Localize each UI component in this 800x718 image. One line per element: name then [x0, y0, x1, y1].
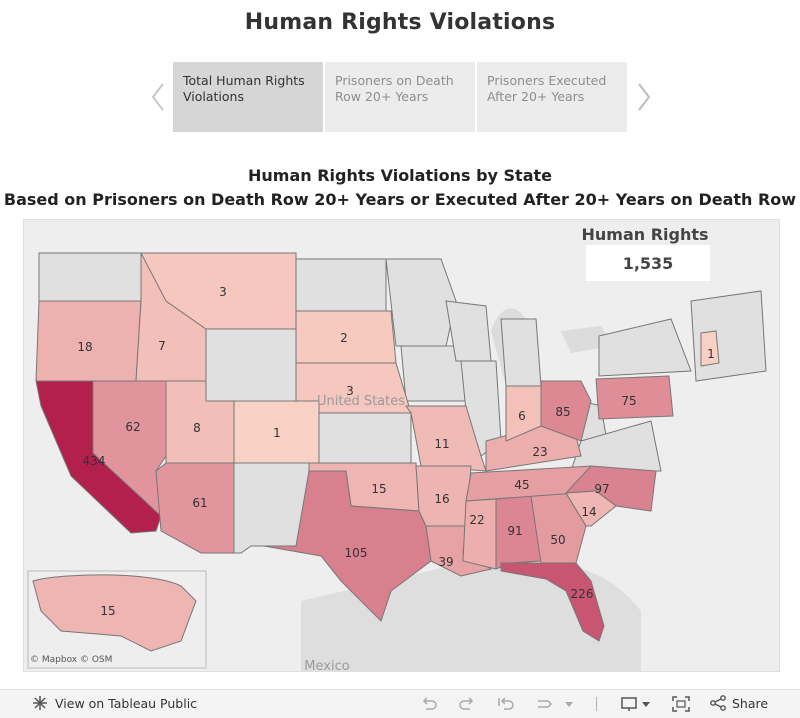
tableau-logo-icon — [33, 696, 47, 710]
inset-map-frame — [27, 570, 207, 669]
footer-toolbar: View on Tableau Public Share — [0, 689, 800, 718]
value-label-florida: 226 — [571, 587, 594, 601]
country-label-us-1: United States — [317, 394, 405, 409]
toolbar-separator — [596, 697, 597, 711]
state-pennsylvania[interactable] — [595, 375, 674, 420]
state-south-carolina[interactable] — [565, 490, 617, 527]
redo-icon[interactable] — [458, 696, 476, 712]
value-label-nebraska: 3 — [346, 384, 354, 398]
value-label-alaska-hawaii-other: 15 — [100, 604, 115, 618]
value-label-georgia: 50 — [550, 533, 565, 547]
fullscreen-icon[interactable] — [672, 696, 690, 712]
story-point-death-row[interactable]: Prisoners on Death Row 20+ Years — [325, 62, 475, 132]
value-label-texas: 105 — [345, 546, 368, 560]
state-new-york[interactable] — [598, 318, 692, 377]
value-label-tennessee: 45 — [514, 478, 529, 492]
state-inset-us[interactable] — [32, 574, 197, 652]
state-virginia[interactable] — [570, 420, 662, 472]
state-mississippi[interactable] — [462, 498, 497, 570]
map-attribution[interactable]: © Mapbox © OSM — [30, 655, 113, 665]
view-on-tableau-label: View on Tableau Public — [55, 695, 198, 711]
value-label-south-carolina: 14 — [581, 505, 596, 519]
value-label-arkansas: 16 — [434, 492, 449, 506]
value-label-nevada: 62 — [125, 420, 140, 434]
page-title: Human Rights Violations — [244, 10, 556, 35]
value-label-indiana: 6 — [518, 409, 526, 423]
value-label-utah: 8 — [193, 421, 201, 435]
state-michigan[interactable] — [500, 318, 542, 387]
value-label-idaho: 7 — [158, 339, 166, 353]
story-point-executed[interactable]: Prisoners Executed After 20+ Years — [477, 62, 627, 132]
view-on-tableau-link[interactable]: View on Tableau Public — [32, 695, 197, 711]
chart-title-line2: Based on Prisoners on Death Row 20+ Year… — [3, 190, 797, 209]
value-label-arizona: 61 — [192, 496, 207, 510]
story-point-total[interactable]: Total Human Rights Violations — [173, 62, 323, 132]
value-label-ohio: 85 — [555, 405, 570, 419]
undo-icon[interactable] — [420, 696, 438, 712]
state-nebraska[interactable] — [295, 362, 412, 414]
country-label-mexico: Mexico — [304, 659, 349, 671]
map-svg: United States Mexico 4342261059791857562… — [24, 220, 779, 671]
chart-title-line1: Human Rights Violations by State — [248, 166, 552, 185]
state-kansas[interactable] — [318, 412, 412, 464]
state-north-dakota[interactable] — [295, 258, 387, 312]
share-button[interactable]: Share — [710, 695, 768, 711]
next-arrow-icon[interactable] — [633, 62, 655, 132]
download-icon[interactable] — [620, 696, 652, 712]
state-montana[interactable] — [140, 252, 297, 330]
value-label-california: 434 — [83, 454, 106, 468]
refresh-pause-icon[interactable] — [535, 696, 575, 712]
value-label-mississippi: 22 — [469, 513, 484, 527]
value-label-kentucky: 23 — [532, 445, 547, 459]
choropleth-map[interactable]: United States Mexico 434 226 105 97 91 85 75 62… — [23, 219, 780, 672]
state-minnesota[interactable] — [385, 258, 457, 347]
story-navigator: Total Human Rights Violations Prisoners … — [145, 62, 655, 132]
value-label-alabama: 91 — [507, 524, 522, 538]
state-new-hampshire[interactable] — [700, 330, 720, 367]
share-icon — [710, 695, 726, 711]
value-label-new-hampshire: 1 — [707, 347, 715, 361]
value-label-colorado: 1 — [273, 426, 281, 440]
value-label-north-carolina: 97 — [594, 482, 609, 496]
value-label-missouri: 11 — [434, 437, 449, 451]
chart-title: Human Rights Violations by State Based o… — [0, 164, 800, 212]
value-label-oklahoma: 15 — [371, 482, 386, 496]
value-label-montana: 3 — [219, 285, 227, 299]
state-ohio[interactable] — [540, 380, 592, 442]
state-florida[interactable] — [500, 562, 605, 642]
value-label-pennsylvania: 75 — [621, 394, 636, 408]
value-label-louisiana: 39 — [438, 555, 453, 569]
value-label-south-dakota: 2 — [340, 331, 348, 345]
kpi-value: 1,535 — [586, 245, 710, 281]
revert-icon[interactable] — [497, 696, 515, 712]
previous-arrow-icon[interactable] — [147, 62, 169, 132]
state-texas[interactable] — [263, 470, 432, 622]
share-label: Share — [732, 695, 769, 711]
state-wyoming[interactable] — [205, 328, 297, 402]
value-label-oregon: 18 — [77, 340, 92, 354]
state-washington[interactable] — [38, 252, 142, 302]
